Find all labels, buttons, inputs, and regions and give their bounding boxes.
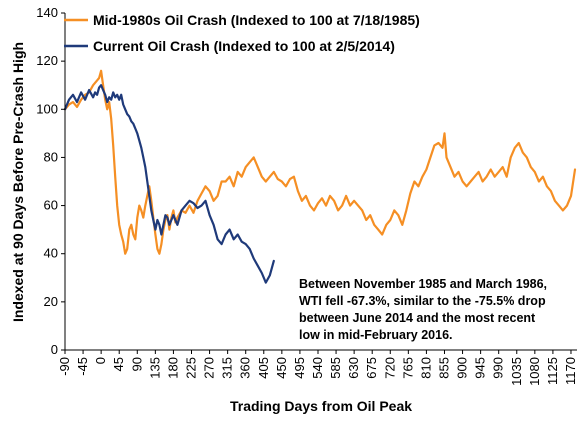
legend-label-mid-1980s: Mid-1980s Oil Crash (Indexed to 100 at 7… — [93, 12, 420, 28]
x-tick-label: 630 — [346, 357, 361, 379]
x-tick-label: 1170 — [563, 357, 578, 385]
x-tick-label: 135 — [147, 357, 162, 379]
x-tick-label: 765 — [400, 357, 415, 379]
y-axis-title: Indexed at 90 Days Before Pre-Crash High — [10, 42, 26, 322]
y-tick-label: 120 — [36, 53, 58, 68]
x-tick-label: 495 — [292, 357, 307, 379]
series-line-current — [63, 84, 275, 284]
x-tick-label: 990 — [491, 357, 506, 379]
y-tick-label: 0 — [51, 342, 58, 357]
x-tick-label: 1035 — [509, 357, 524, 386]
x-tick-label: 45 — [111, 357, 126, 371]
annotation: Between November 1985 and March 1986, WT… — [299, 277, 547, 342]
series-line-mid-1980s — [63, 69, 577, 255]
x-tick-label: -90 — [57, 357, 72, 376]
x-tick-label: 270 — [202, 357, 217, 379]
x-tick-label: 810 — [418, 357, 433, 379]
annotation-line-4: low in mid-February 2016. — [299, 328, 453, 342]
x-tick-label: 315 — [220, 357, 235, 379]
x-tick-label: 585 — [328, 357, 343, 379]
x-tick-label: 1125 — [545, 357, 560, 385]
x-tick-label: 405 — [256, 357, 271, 379]
x-axis-title: Trading Days from Oil Peak — [230, 398, 412, 414]
x-tick-label: 900 — [455, 357, 470, 379]
legend: Mid-1980s Oil Crash (Indexed to 100 at 7… — [64, 12, 420, 54]
y-tick-label: 20 — [44, 294, 58, 309]
annotation-line-2: WTI fell -67.3%, similar to the -75.5% d… — [299, 294, 546, 308]
x-tick-label: 540 — [310, 357, 325, 379]
x-tick-label: 945 — [473, 357, 488, 379]
y-tick-label: 80 — [44, 149, 58, 164]
x-tick-label: 0 — [93, 357, 108, 364]
series-layer — [63, 69, 577, 284]
x-tick-label: 225 — [183, 357, 198, 379]
y-tick-label: 140 — [36, 5, 58, 20]
y-tick-label: 60 — [44, 198, 58, 213]
annotation-line-3: between June 2014 and the most recent — [299, 311, 536, 325]
x-tick-label: 450 — [274, 357, 289, 379]
x-tick-label: 720 — [382, 357, 397, 379]
x-tick-label: 855 — [436, 357, 451, 379]
x-tick-label: 360 — [238, 357, 253, 379]
annotation-line-1: Between November 1985 and March 1986, — [299, 277, 547, 291]
x-tick-label: 1080 — [527, 357, 542, 386]
x-tick-label: 90 — [129, 357, 144, 371]
y-tick-label: 40 — [44, 246, 58, 261]
legend-label-current: Current Oil Crash (Indexed to 100 at 2/5… — [93, 38, 395, 54]
x-tick-label: 675 — [364, 357, 379, 379]
x-tick-label: 180 — [165, 357, 180, 379]
x-tick-label: -45 — [75, 357, 90, 376]
y-tick-label: 100 — [36, 101, 58, 116]
